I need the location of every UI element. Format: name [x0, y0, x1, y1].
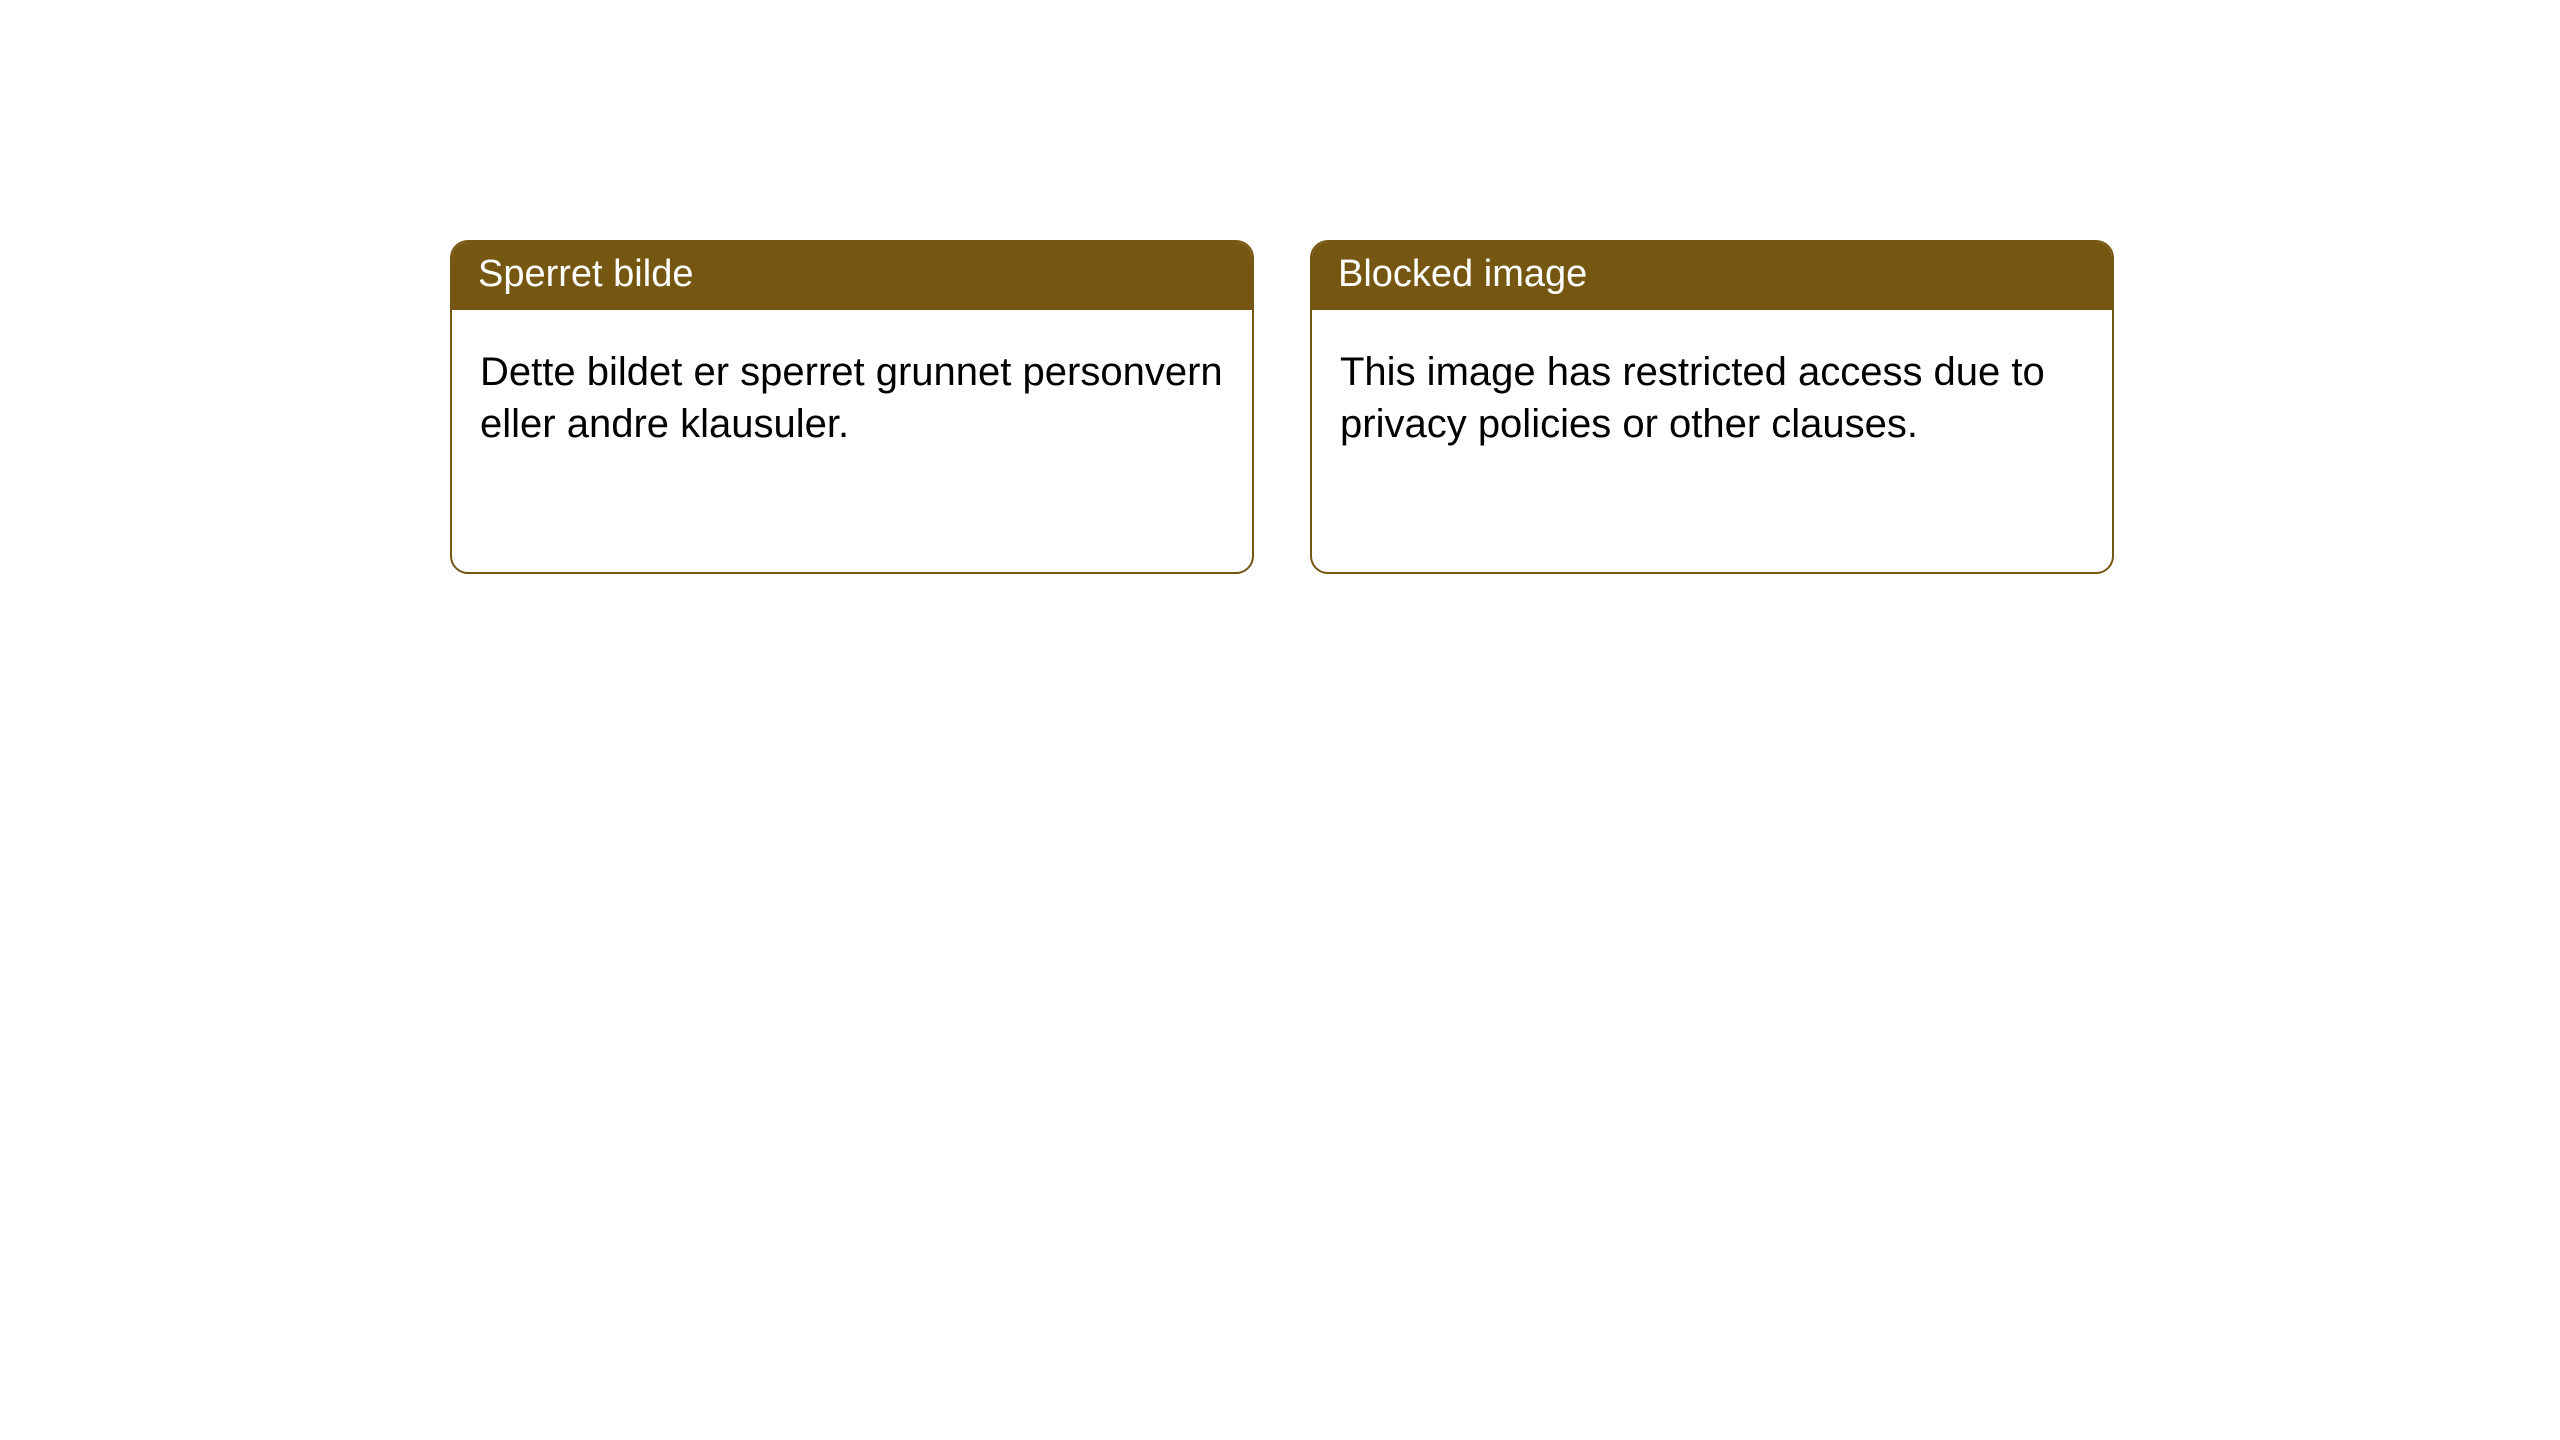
notice-card-body: Dette bildet er sperret grunnet personve…: [452, 310, 1252, 480]
notice-card-english: Blocked image This image has restricted …: [1310, 240, 2114, 574]
notice-card-norwegian: Sperret bilde Dette bildet er sperret gr…: [450, 240, 1254, 574]
notice-card-body: This image has restricted access due to …: [1312, 310, 2112, 480]
notice-card-title: Sperret bilde: [452, 242, 1252, 310]
notice-cards-container: Sperret bilde Dette bildet er sperret gr…: [450, 240, 2114, 574]
notice-card-title: Blocked image: [1312, 242, 2112, 310]
